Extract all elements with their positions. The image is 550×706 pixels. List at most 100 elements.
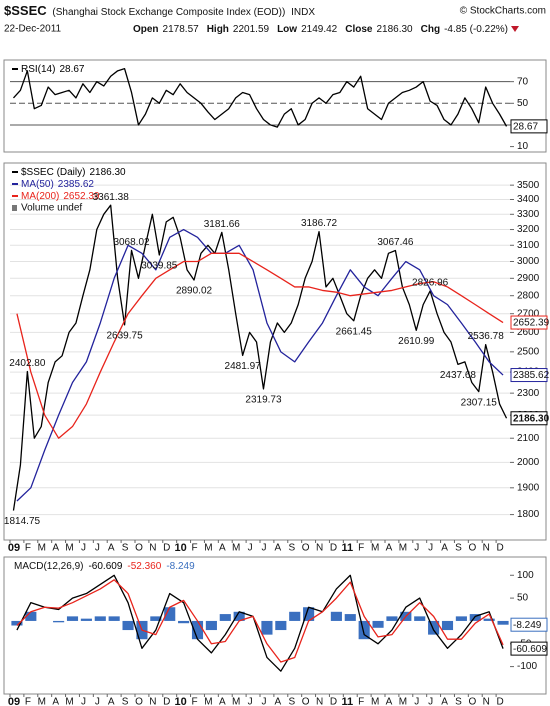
histogram-bar — [372, 620, 384, 628]
annotation: 2639.75 — [107, 331, 144, 342]
legend: MACD(12,26,9) -60.609 -52.360 -8.249 — [14, 561, 195, 572]
annotation: 2402.80 — [9, 358, 46, 369]
quote-value: 2201.59 — [233, 24, 270, 35]
histogram-bar — [150, 616, 162, 621]
x-tick-label: A — [275, 543, 282, 554]
quote-value: 2186.30 — [376, 24, 413, 35]
x-tick-label: A — [108, 697, 115, 706]
quote-label: Chg — [421, 24, 440, 35]
value-box — [510, 368, 548, 383]
histogram-bar — [108, 616, 120, 621]
x-tick-label: M — [399, 697, 407, 706]
y-tick-label: 2000 — [517, 457, 540, 468]
down-arrow — [511, 26, 519, 32]
annotation: 3068.02 — [113, 237, 150, 248]
x-tick-label: A — [52, 697, 59, 706]
value-box — [510, 119, 548, 134]
value-box-label: -8.249 — [513, 620, 542, 631]
x-tick-label: A — [386, 543, 393, 554]
annotation: 2319.73 — [245, 395, 282, 406]
y-tick-label: 3000 — [517, 256, 540, 267]
legend-swatch — [12, 205, 17, 211]
annotation: 3361.38 — [93, 192, 130, 203]
symbol: $SSEC — [4, 3, 47, 18]
x-tick-label: M — [65, 697, 73, 706]
x-tick-label: N — [483, 543, 490, 554]
y-tick-label: 2600 — [517, 327, 540, 338]
histogram-bar — [25, 611, 37, 621]
x-tick-label: J — [428, 543, 433, 554]
legend-value: -8.249 — [166, 561, 195, 572]
x-tick-label: N — [316, 697, 323, 706]
value-box — [510, 315, 548, 330]
histogram-bar — [191, 620, 204, 640]
legend: MA(200) 2652.39 — [21, 191, 100, 202]
series-line — [16, 574, 504, 672]
y-tick-label: 1800 — [517, 509, 540, 520]
quote-value: 2149.42 — [301, 24, 338, 35]
x-tick-label: N — [316, 543, 323, 554]
copyright: © StockCharts.com — [460, 6, 546, 17]
y-tick-label: 2100 — [517, 433, 540, 444]
panel-frame — [3, 556, 547, 695]
value-box-label: 2652.39 — [513, 318, 550, 329]
histogram-bar — [358, 620, 370, 640]
x-tick-label: D — [496, 543, 503, 554]
chart-title: $SSEC (Shanghai Stock Exchange Composite… — [4, 3, 315, 18]
legend-value: 2385.62 — [58, 179, 95, 190]
legend-value: 28.67 — [59, 64, 84, 75]
y-tick-label: 2500 — [517, 346, 540, 357]
y-tick-label: 2700 — [517, 308, 540, 319]
annotation: 2307.15 — [461, 397, 498, 408]
value-box — [510, 411, 548, 426]
x-tick-label: A — [441, 543, 448, 554]
x-tick-label: S — [122, 543, 129, 554]
x-tick-label: D — [163, 543, 170, 554]
annotation: 2437.68 — [440, 370, 477, 381]
x-tick-label: S — [122, 697, 129, 706]
legend-title: MACD(12,26,9) — [14, 561, 83, 572]
x-tick-label: A — [108, 543, 115, 554]
x-tick-label: M — [65, 543, 73, 554]
y-tick-label: 3300 — [517, 209, 540, 220]
x-tick-label: O — [135, 543, 143, 554]
legend: $SSEC (Daily) 2186.30 — [21, 167, 126, 178]
quote-value: -4.85 (-0.22%) — [444, 24, 508, 35]
annotation: 2826.96 — [412, 278, 449, 289]
histogram-bar — [469, 614, 481, 621]
y-tick-label: 3200 — [517, 224, 540, 235]
y-tick-label: 3500 — [517, 180, 540, 191]
x-tick-label: 11 — [342, 696, 354, 706]
series-line — [16, 252, 504, 439]
x-tick-label: J — [95, 543, 100, 554]
series-line — [12, 68, 508, 128]
annotation: 1814.75 — [4, 516, 41, 527]
y-tick-label: -100 — [517, 661, 537, 672]
legend: Volume undef — [21, 203, 82, 214]
y-tick-label: 50 — [517, 593, 529, 604]
value-box — [510, 617, 548, 632]
histogram-bar — [122, 620, 134, 631]
x-tick-label: A — [386, 697, 393, 706]
legend: RSI(14) 28.67 — [21, 64, 85, 75]
histogram-bar — [261, 620, 273, 635]
annotation: 2536.78 — [468, 331, 505, 342]
histogram-bar — [428, 620, 440, 635]
y-tick-label: 2900 — [517, 273, 540, 284]
histogram-bar — [455, 616, 467, 621]
quote-label: Close — [345, 24, 373, 35]
value-box-label: 2186.30 — [513, 413, 550, 424]
histogram-bar — [386, 616, 398, 621]
histogram-bar — [164, 607, 176, 621]
histogram-bar — [483, 618, 495, 621]
y-tick-label: 3100 — [517, 240, 540, 251]
histogram-bar — [330, 611, 342, 621]
x-tick-label: F — [192, 697, 198, 706]
series-line — [16, 579, 504, 663]
x-tick-label: J — [414, 697, 419, 706]
x-tick-label: A — [275, 697, 282, 706]
x-tick-label: J — [248, 543, 253, 554]
histogram-bar — [205, 620, 217, 631]
x-tick-label: 09 — [8, 542, 20, 554]
date: 22-Dec-2011 — [4, 24, 62, 35]
